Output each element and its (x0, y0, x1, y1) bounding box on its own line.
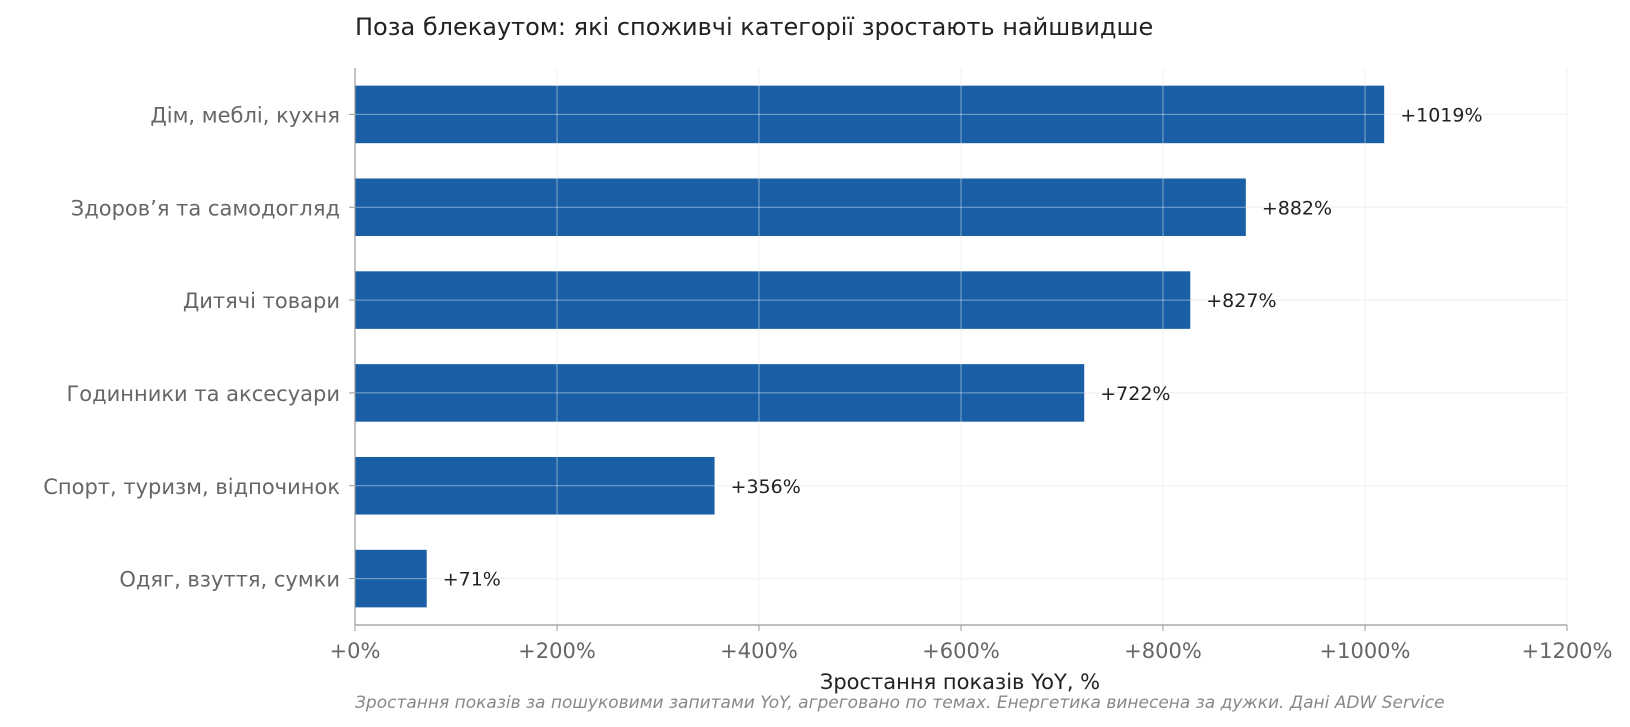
category-labels: Дім, меблі, кухня Здоров’я та самодогляд Д… (43, 103, 355, 592)
category-label: Здоров’я та самодогляд (71, 196, 340, 220)
data-label: +356% (731, 476, 801, 498)
bar (355, 364, 1085, 422)
x-tick-label: +0% (330, 639, 381, 663)
chart-caption: Зростання показів за пошуковими запитами… (355, 693, 1445, 713)
category-label: Спорт, туризм, відпочинок (43, 475, 340, 499)
bar (355, 271, 1191, 329)
x-ticks: +0% +200% +400% +600% +800% +1000% +1200% (330, 625, 1613, 663)
x-tick-label: +1000% (1320, 639, 1411, 663)
bar (355, 178, 1246, 237)
bar (355, 549, 427, 608)
category-label: Годинники та аксесуари (66, 382, 340, 406)
x-axis-title: Зростання показів YoY, % (820, 670, 1100, 694)
category-label: Дитячі товари (183, 289, 340, 313)
chart-title: Поза блекаутом: які споживчі категорії з… (355, 13, 1153, 41)
data-label: +71% (443, 569, 501, 591)
x-tick-label: +200% (518, 639, 596, 663)
data-label: +882% (1262, 197, 1332, 219)
bar (355, 456, 715, 515)
grid-overlay (354, 68, 1568, 625)
bars (355, 85, 1385, 608)
data-label: +827% (1206, 290, 1276, 312)
x-tick-label: +600% (922, 639, 1000, 663)
x-tick-label: +800% (1124, 639, 1202, 663)
bar (355, 85, 1385, 144)
category-label: Одяг, взуття, сумки (119, 568, 340, 592)
x-tick-label: +400% (720, 639, 798, 663)
x-tick-label: +1200% (1522, 639, 1613, 663)
category-label: Дім, меблі, кухня (150, 103, 340, 127)
data-label: +722% (1100, 383, 1170, 405)
data-label: +1019% (1400, 104, 1482, 126)
data-labels: +1019% +882% +827% +722% +356% +71% (443, 104, 1483, 590)
